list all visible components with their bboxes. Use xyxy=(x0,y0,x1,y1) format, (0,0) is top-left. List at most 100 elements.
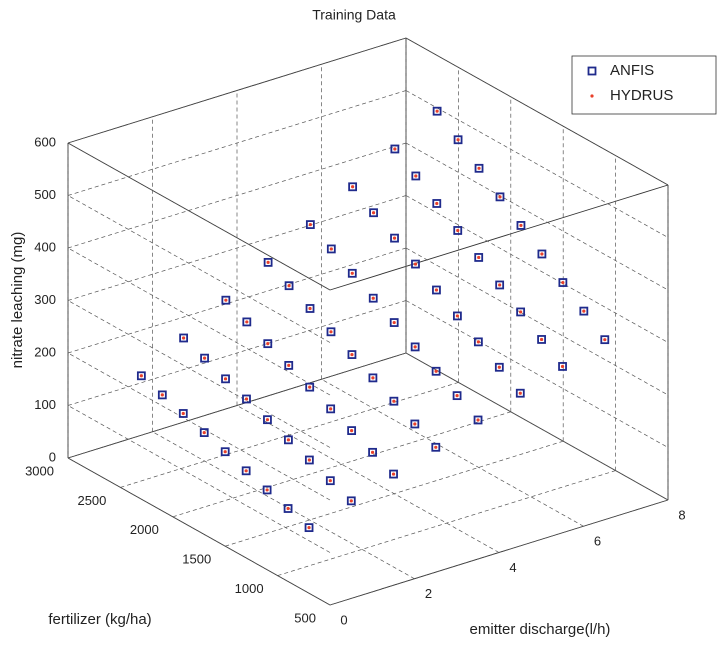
data-point xyxy=(326,244,336,254)
data-point xyxy=(410,419,420,429)
y-tick-label: 1500 xyxy=(182,552,211,567)
grid-line xyxy=(236,405,500,553)
data-point xyxy=(371,376,375,380)
data-point xyxy=(242,317,252,327)
data-point xyxy=(434,288,439,292)
data-point xyxy=(221,295,231,305)
data-point xyxy=(266,260,270,264)
data-point xyxy=(498,195,502,199)
data-point xyxy=(202,356,207,360)
grid-line xyxy=(120,382,459,488)
data-point xyxy=(435,109,439,113)
y-tick-label: 1000 xyxy=(235,581,264,596)
data-point xyxy=(474,163,484,173)
data-point xyxy=(456,228,460,233)
grid-line xyxy=(67,195,407,301)
data-point xyxy=(432,106,442,116)
data-point xyxy=(537,335,546,344)
data-point xyxy=(136,371,146,381)
data-point xyxy=(349,499,353,503)
data-point xyxy=(558,362,567,371)
data-point xyxy=(350,271,354,275)
data-point xyxy=(242,394,251,404)
data-point xyxy=(495,280,505,290)
data-point xyxy=(579,306,589,316)
data-point xyxy=(455,314,460,318)
data-point xyxy=(561,280,565,285)
data-point xyxy=(241,466,251,476)
data-point xyxy=(516,221,526,230)
z-tick-label: 500 xyxy=(34,187,56,202)
data-point xyxy=(432,285,441,295)
data-point xyxy=(495,192,505,202)
x-axis-label: emitter discharge(l/h) xyxy=(470,621,611,638)
data-point xyxy=(329,407,333,411)
data-point xyxy=(473,415,483,425)
data-point xyxy=(308,306,312,311)
grid-line xyxy=(67,142,331,291)
data-point xyxy=(286,438,291,442)
grid-line xyxy=(405,352,669,501)
data-point xyxy=(326,404,336,414)
data-point xyxy=(473,337,483,347)
data-point xyxy=(371,296,375,300)
x-tick-label: 6 xyxy=(594,534,601,549)
data-point xyxy=(329,330,333,334)
data-point xyxy=(410,342,420,352)
data-point xyxy=(307,526,311,530)
y-tick-label: 500 xyxy=(294,610,316,625)
x-tick-label: 4 xyxy=(509,560,516,575)
legend-box xyxy=(571,55,717,115)
grid-line xyxy=(172,411,511,518)
data-point xyxy=(455,394,459,398)
z-tick-label: 400 xyxy=(34,239,56,254)
data-point xyxy=(414,174,418,178)
data-point xyxy=(307,458,311,462)
data-point xyxy=(179,333,189,343)
data-point xyxy=(411,259,420,269)
data-point xyxy=(308,222,312,227)
data-point xyxy=(305,382,315,392)
data-point xyxy=(498,283,502,287)
data-point xyxy=(266,342,270,346)
grid-line xyxy=(67,142,407,249)
data-point xyxy=(245,320,249,324)
data-point xyxy=(221,374,230,384)
data-point xyxy=(263,415,272,425)
grid-line xyxy=(67,352,407,459)
grid-line xyxy=(152,431,415,580)
grid-line xyxy=(67,300,407,406)
data-point xyxy=(393,147,397,151)
data-point xyxy=(139,374,143,378)
data-point xyxy=(368,373,378,383)
x-tick-label: 0 xyxy=(340,612,347,627)
data-point xyxy=(582,309,586,313)
data-point xyxy=(368,293,378,303)
data-point xyxy=(392,320,396,325)
data-point xyxy=(453,135,463,145)
data-point xyxy=(286,506,290,511)
data-point xyxy=(413,422,417,426)
data-point xyxy=(389,396,399,406)
grid-line xyxy=(225,440,564,547)
data-point xyxy=(346,496,356,506)
z-tick-label: 300 xyxy=(34,292,56,307)
data-point xyxy=(305,304,315,313)
grid-line xyxy=(405,195,669,343)
grid-line xyxy=(67,300,331,448)
data-point xyxy=(287,363,291,367)
data-point xyxy=(329,247,333,251)
data-point xyxy=(432,199,442,208)
grid-line xyxy=(67,405,331,553)
data-point xyxy=(369,208,378,218)
data-point xyxy=(411,171,421,181)
grid-line xyxy=(67,247,407,354)
grid-line xyxy=(67,195,331,343)
data-point xyxy=(497,365,501,369)
data-point xyxy=(519,223,523,228)
legend-marker xyxy=(590,94,594,98)
data-point xyxy=(456,138,460,142)
data-point xyxy=(325,476,335,486)
data-point xyxy=(220,447,230,457)
